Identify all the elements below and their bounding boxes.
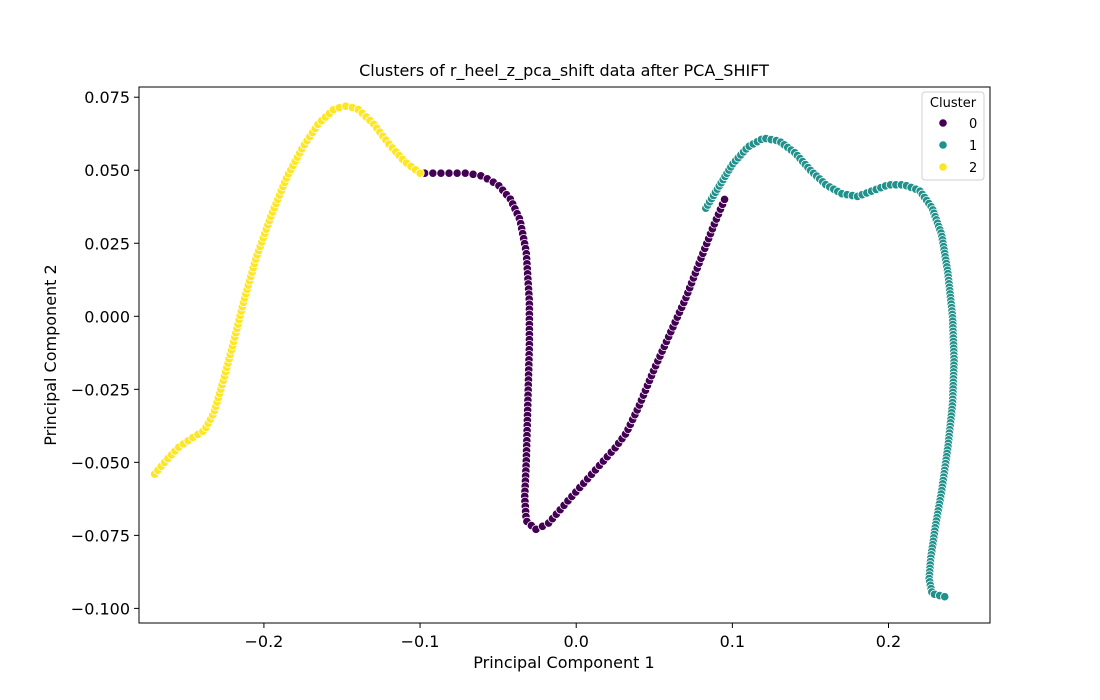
y-tick-label: 0.025 [84,234,130,253]
x-tick-label: 0.0 [563,632,588,651]
x-tick-label: −0.1 [401,632,440,651]
legend-label-2: 2 [969,161,977,176]
data-point [460,168,470,178]
data-point [452,168,462,178]
y-tick-label: −0.100 [71,599,130,618]
x-axis-ticks: −0.2 −0.1 0.0 0.1 0.2 [244,623,901,651]
legend-marker-1 [938,140,948,150]
data-point [436,168,446,178]
legend-items: 0 1 2 [938,117,977,176]
y-tick-label: 0.050 [84,161,130,180]
series-cluster-2 [150,101,425,479]
x-tick-label: 0.2 [876,632,901,651]
legend-title: Cluster [930,96,977,111]
data-point [428,168,438,178]
series-cluster-0 [420,168,730,534]
y-tick-label: 0.075 [84,88,130,107]
legend: Cluster 0 1 2 [921,91,985,181]
legend-label-0: 0 [969,117,977,132]
y-tick-label: −0.025 [71,380,130,399]
x-tick-label: −0.2 [244,632,283,651]
plot-area [138,86,991,624]
chart-title: Clusters of r_heel_z_pca_shift data afte… [359,61,769,81]
x-axis-label: Principal Component 1 [473,653,654,672]
data-point [468,169,478,179]
legend-label-1: 1 [969,139,977,154]
legend-box [921,91,985,181]
y-axis-ticks: −0.100 −0.075 −0.050 −0.025 0.000 0.025 0.050 0… [71,88,139,618]
data-point [444,168,454,178]
x-tick-label: 0.1 [720,632,745,651]
scatter-points [150,101,959,602]
y-tick-label: −0.050 [71,453,130,472]
data-point [940,592,950,602]
data-point [719,194,730,205]
legend-marker-0 [938,118,948,128]
series-cluster-1 [701,133,959,602]
y-axis-label: Principal Component 2 [41,264,60,445]
legend-marker-2 [938,162,948,172]
y-tick-label: 0.000 [84,307,130,326]
data-point [415,168,425,178]
y-tick-label: −0.075 [71,526,130,545]
